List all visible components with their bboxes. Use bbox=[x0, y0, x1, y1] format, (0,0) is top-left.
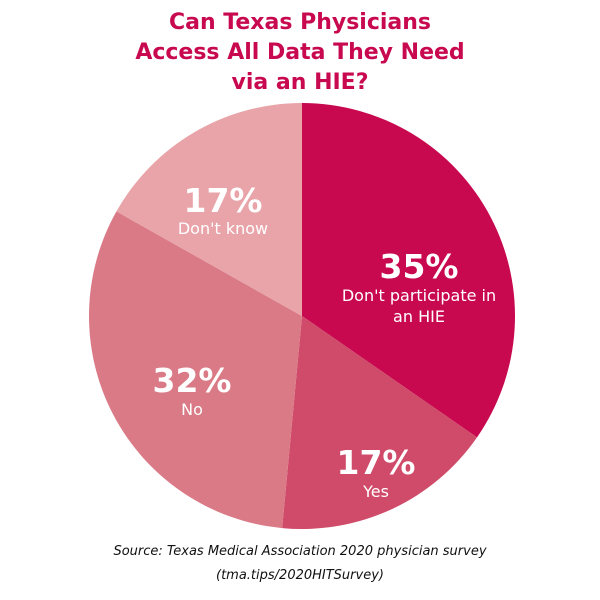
slice-category-label: Don't participate in bbox=[342, 286, 496, 305]
pie-slice bbox=[282, 316, 478, 529]
chart-title-line-2: Access All Data They Need bbox=[135, 40, 465, 65]
pie-slices bbox=[89, 103, 516, 529]
pie-slice bbox=[302, 103, 516, 438]
source-note: Source: Texas Medical Association 2020 p… bbox=[0, 540, 600, 588]
source-line-1: Source: Texas Medical Association 2020 p… bbox=[113, 544, 487, 559]
pie-slice bbox=[116, 103, 302, 316]
source-line-2: (tma.tips/2020HITSurvey) bbox=[216, 568, 384, 583]
slice-category-label: Don't know bbox=[178, 219, 268, 238]
slice-category-label: No bbox=[181, 400, 203, 419]
slice-percent-label: 35% bbox=[380, 247, 459, 286]
pie-labels: 35% Don't participate in an HIE 17% Yes … bbox=[153, 181, 497, 501]
chart-title-line-1: Can Texas Physicians bbox=[168, 10, 432, 35]
slice-category-label: an HIE bbox=[393, 307, 445, 326]
slice-percent-label: 32% bbox=[153, 361, 232, 400]
slice-category-label: Yes bbox=[362, 482, 389, 501]
pie-slice bbox=[89, 211, 303, 529]
slice-percent-label: 17% bbox=[337, 443, 416, 482]
chart-title: Can Texas Physicians Access All Data The… bbox=[0, 8, 600, 98]
chart-title-line-3: via an HIE? bbox=[231, 70, 369, 95]
slice-percent-label: 17% bbox=[184, 181, 263, 220]
